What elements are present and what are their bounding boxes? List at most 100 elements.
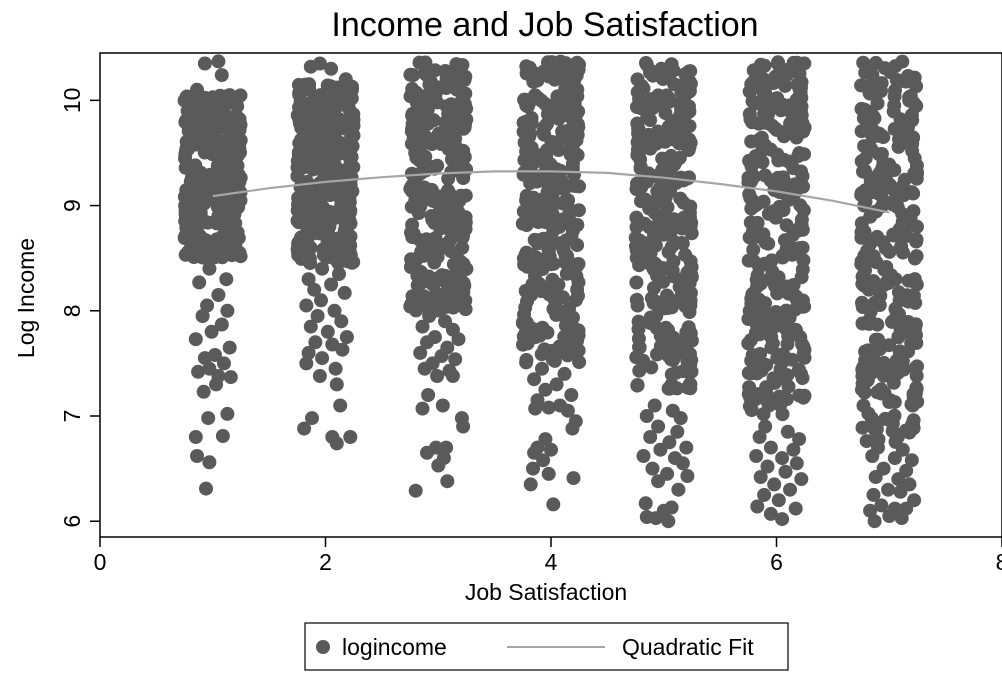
data-point [670, 424, 685, 439]
data-point [789, 456, 804, 471]
data-point [560, 403, 575, 418]
data-point [456, 143, 471, 158]
data-point [334, 314, 349, 329]
data-point [658, 134, 673, 149]
data-point [890, 200, 905, 215]
data-point [634, 194, 648, 209]
data-point [673, 411, 688, 426]
legend: logincome Quadratic Fit [304, 622, 789, 671]
data-point [759, 385, 774, 399]
data-point [683, 376, 697, 391]
data-point [533, 169, 547, 184]
data-point [741, 253, 756, 268]
data-point [648, 257, 663, 272]
data-point [667, 114, 682, 128]
data-point [794, 472, 809, 487]
data-point [233, 88, 248, 103]
data-point [886, 375, 901, 390]
data-point [202, 455, 217, 470]
data-point [301, 345, 316, 360]
data-point [550, 342, 565, 357]
data-point [404, 199, 419, 214]
data-point [329, 436, 344, 451]
data-point [516, 124, 531, 139]
data-point [881, 276, 896, 290]
data-point [856, 55, 871, 70]
data-point [796, 346, 811, 361]
x-axis: 0 2 4 6 8 [94, 537, 1002, 575]
data-point [456, 276, 471, 291]
data-point [672, 339, 687, 354]
data-point [753, 57, 768, 72]
data-point [197, 56, 212, 71]
data-point [866, 78, 881, 93]
data-point [744, 174, 759, 189]
data-point [630, 72, 645, 87]
x-tick-label: 6 [770, 549, 783, 575]
data-point [664, 367, 679, 382]
data-point [780, 337, 795, 351]
data-point [519, 204, 534, 219]
data-point [854, 225, 869, 240]
data-point [448, 352, 463, 367]
data-point [430, 95, 445, 110]
data-point [855, 420, 870, 435]
data-point [784, 241, 799, 256]
data-point [415, 319, 430, 334]
y-tick-label: 8 [59, 304, 85, 317]
data-point [905, 113, 920, 128]
data-point [893, 484, 908, 499]
data-point [775, 512, 790, 527]
data-point [407, 181, 421, 196]
data-point [553, 236, 568, 251]
data-point [750, 279, 765, 294]
data-point [199, 481, 213, 496]
data-point [867, 295, 882, 310]
data-point [797, 147, 811, 162]
data-point [770, 69, 785, 84]
data-point [188, 430, 203, 444]
data-point [795, 240, 810, 255]
data-point [749, 449, 764, 463]
data-point [556, 96, 571, 110]
data-point [301, 272, 316, 287]
data-point [866, 487, 881, 502]
data-point [544, 442, 558, 457]
data-point [299, 356, 314, 371]
data-point [523, 477, 538, 492]
data-point [909, 232, 924, 247]
data-point [771, 493, 786, 508]
data-point [771, 55, 785, 70]
data-point [549, 307, 564, 322]
data-point [742, 230, 757, 245]
data-point [329, 377, 344, 392]
data-point [181, 118, 196, 133]
data-point [775, 249, 790, 263]
data-point [230, 225, 245, 240]
data-point [412, 55, 427, 70]
data-point [632, 363, 647, 378]
data-point [638, 496, 653, 511]
data-point [335, 342, 350, 357]
data-point [321, 240, 336, 255]
data-point [778, 187, 793, 202]
y-axis: 6 7 8 9 10 [59, 88, 100, 528]
quadratic-fit-line-layer [212, 170, 890, 214]
data-point [570, 238, 585, 253]
data-point [451, 332, 466, 347]
data-point [214, 317, 229, 332]
logincome-points [177, 54, 925, 529]
data-point [342, 88, 357, 103]
data-point [871, 186, 886, 201]
data-point [204, 145, 219, 160]
data-point [219, 272, 234, 287]
data-point [420, 335, 434, 350]
data-point [887, 98, 902, 113]
data-point [420, 445, 434, 460]
data-point [547, 292, 562, 307]
data-point [767, 477, 782, 492]
data-point [201, 108, 216, 123]
data-point [892, 222, 907, 237]
data-point [344, 115, 359, 130]
data-point [794, 89, 808, 104]
